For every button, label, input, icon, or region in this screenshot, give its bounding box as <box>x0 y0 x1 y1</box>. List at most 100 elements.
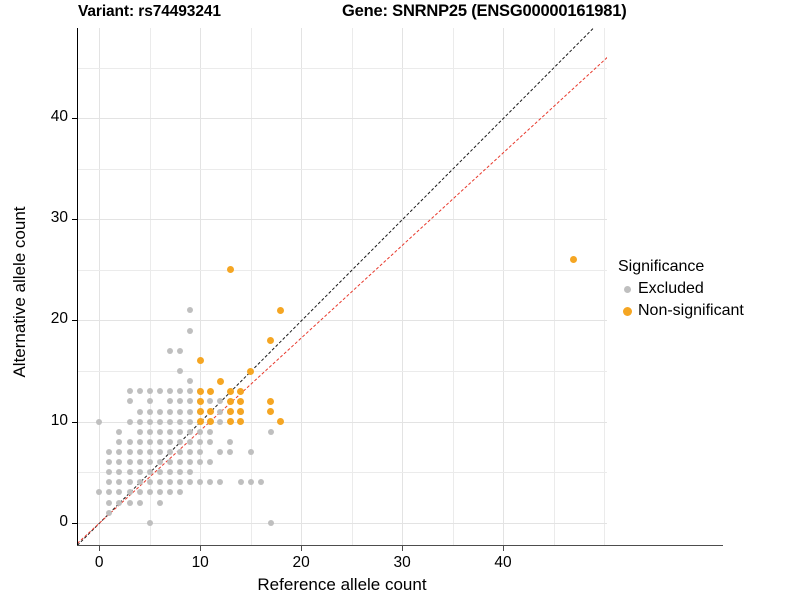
data-point-excluded <box>177 489 183 496</box>
legend-item-nonsig[interactable]: Non-significant <box>618 300 796 322</box>
data-point-excluded <box>207 479 214 486</box>
data-point-excluded <box>96 418 103 425</box>
data-point-excluded <box>166 408 173 415</box>
x-axis-tick <box>503 546 504 551</box>
reference-line-identity <box>77 28 607 545</box>
gridline-vertical <box>301 28 303 545</box>
data-point-excluded <box>207 398 214 405</box>
data-point-excluded <box>197 479 204 486</box>
data-point-excluded <box>106 448 113 455</box>
legend-item-label: Excluded <box>638 280 704 297</box>
data-point-nonsig <box>237 387 244 395</box>
data-point-excluded <box>146 469 153 476</box>
data-point-excluded <box>156 479 163 486</box>
data-point-excluded <box>106 469 113 476</box>
data-point-excluded <box>187 388 194 395</box>
data-point-excluded <box>106 499 113 506</box>
data-point-excluded <box>166 479 173 486</box>
data-point-excluded <box>166 418 173 425</box>
data-point-excluded <box>166 489 173 496</box>
data-point-nonsig <box>237 408 244 415</box>
y-axis-tick <box>72 320 77 322</box>
data-point-excluded <box>146 408 153 415</box>
data-point-excluded <box>96 489 103 496</box>
x-axis-line <box>77 545 723 546</box>
gridline-horizontal <box>77 522 607 524</box>
gridline-horizontal <box>77 269 607 271</box>
data-point-excluded <box>166 448 173 455</box>
gridline-horizontal <box>77 472 607 474</box>
y-axis-tick <box>72 118 77 119</box>
x-axis-tick <box>301 546 303 551</box>
data-point-excluded <box>217 448 224 455</box>
data-point-excluded <box>217 479 224 486</box>
data-point-excluded <box>166 459 173 465</box>
gridline-vertical <box>351 28 353 545</box>
data-point-excluded <box>187 398 194 405</box>
data-point-excluded <box>187 479 194 486</box>
gridline-horizontal <box>77 320 607 322</box>
data-point-excluded <box>197 448 204 455</box>
data-point-excluded <box>136 388 143 395</box>
data-point-excluded <box>116 489 123 496</box>
gridline-horizontal <box>77 371 607 372</box>
data-point-excluded <box>177 438 183 445</box>
data-point-excluded <box>187 428 194 435</box>
legend-dot-icon <box>623 285 631 293</box>
y-axis-tick-label: 20 <box>50 310 68 328</box>
gridline-vertical <box>99 28 101 545</box>
gridline-horizontal <box>77 118 607 119</box>
data-point-nonsig <box>237 397 244 405</box>
data-point-excluded <box>156 388 163 395</box>
legend-item-label: Non-significant <box>638 302 744 319</box>
data-point-excluded <box>156 418 163 425</box>
data-point-excluded <box>146 398 153 405</box>
data-point-excluded <box>136 469 143 476</box>
legend-swatch-excluded-icon <box>618 285 636 293</box>
data-point-excluded <box>146 479 153 486</box>
data-point-excluded <box>267 519 274 526</box>
data-point-excluded <box>136 448 143 455</box>
data-point-excluded <box>187 327 194 334</box>
data-point-excluded <box>116 499 123 506</box>
data-point-excluded <box>116 459 123 465</box>
data-point-excluded <box>187 469 194 476</box>
x-axis-tick-label: 40 <box>494 554 512 571</box>
data-point-excluded <box>217 398 224 405</box>
data-point-excluded <box>126 438 133 445</box>
x-axis-tick-label: 0 <box>94 554 104 571</box>
data-point-nonsig <box>277 418 285 426</box>
data-point-excluded <box>257 479 264 486</box>
data-point-nonsig <box>206 387 214 395</box>
data-point-excluded <box>106 459 113 465</box>
data-point-excluded <box>187 438 194 445</box>
data-point-excluded <box>106 489 113 496</box>
x-axis-tick-label: 30 <box>393 554 411 571</box>
y-axis-tick <box>72 522 77 524</box>
data-point-excluded <box>166 388 173 395</box>
data-point-excluded <box>177 459 183 465</box>
data-point-excluded <box>187 307 194 314</box>
data-point-excluded <box>217 418 224 425</box>
data-point-nonsig <box>196 408 204 415</box>
data-point-nonsig <box>206 418 214 426</box>
data-point-excluded <box>227 438 234 445</box>
data-point-nonsig <box>226 387 234 395</box>
plot-panel <box>77 28 607 545</box>
y-axis-tick <box>72 219 77 221</box>
data-point-excluded <box>166 398 173 405</box>
data-point-nonsig <box>226 408 234 415</box>
y-axis-tick <box>72 421 77 423</box>
data-point-excluded <box>187 448 194 455</box>
legend-item-excluded[interactable]: Excluded <box>618 278 796 300</box>
gridline-horizontal <box>77 219 607 221</box>
data-point-excluded <box>136 459 143 465</box>
data-point-excluded <box>207 428 214 435</box>
data-point-nonsig <box>226 397 234 405</box>
data-point-excluded <box>116 438 123 445</box>
data-point-excluded <box>227 448 234 455</box>
data-point-excluded <box>156 438 163 445</box>
gridline-vertical <box>402 28 404 545</box>
data-point-nonsig <box>196 357 204 365</box>
